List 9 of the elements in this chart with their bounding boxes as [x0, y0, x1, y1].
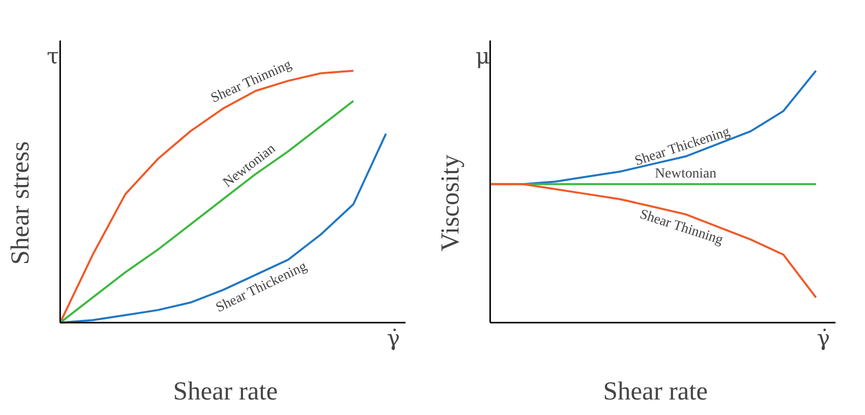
- x-axis-title: Shear rate: [603, 376, 708, 406]
- x-axis-title: Shear rate: [173, 376, 278, 406]
- series-label: Newtonian: [654, 166, 716, 182]
- text: τ: [46, 44, 59, 70]
- y-axis-title: Viscosity: [436, 154, 464, 252]
- text: γ̇: [386, 326, 400, 352]
- text: γ̇: [816, 326, 830, 352]
- y-axis-title: Shear stress: [6, 141, 34, 265]
- text: μ: [476, 44, 490, 70]
